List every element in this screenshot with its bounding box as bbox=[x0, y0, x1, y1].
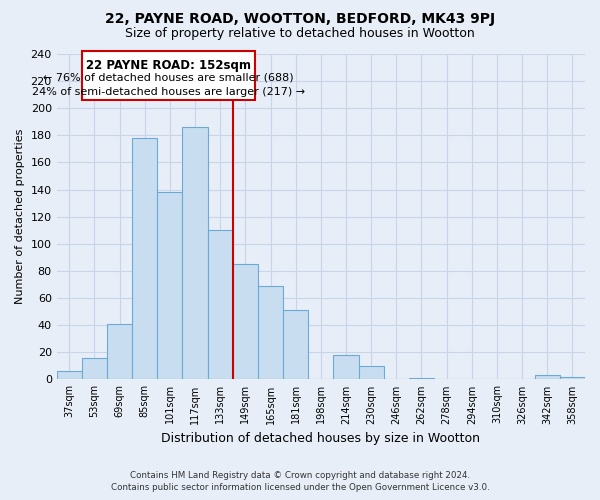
Bar bbox=[208, 230, 233, 380]
Bar bbox=[56, 372, 82, 380]
Text: 22 PAYNE ROAD: 152sqm: 22 PAYNE ROAD: 152sqm bbox=[86, 60, 251, 72]
Text: Size of property relative to detached houses in Wootton: Size of property relative to detached ho… bbox=[125, 28, 475, 40]
Bar bbox=[409, 378, 434, 380]
X-axis label: Distribution of detached houses by size in Wootton: Distribution of detached houses by size … bbox=[161, 432, 481, 445]
Bar bbox=[132, 138, 157, 380]
Y-axis label: Number of detached properties: Number of detached properties bbox=[15, 129, 25, 304]
Text: 22, PAYNE ROAD, WOOTTON, BEDFORD, MK43 9PJ: 22, PAYNE ROAD, WOOTTON, BEDFORD, MK43 9… bbox=[105, 12, 495, 26]
Bar bbox=[233, 264, 258, 380]
Bar bbox=[82, 358, 107, 380]
Bar bbox=[157, 192, 182, 380]
Bar bbox=[535, 376, 560, 380]
Text: 24% of semi-detached houses are larger (217) →: 24% of semi-detached houses are larger (… bbox=[32, 86, 305, 97]
FancyBboxPatch shape bbox=[82, 52, 256, 100]
Bar bbox=[258, 286, 283, 380]
Bar bbox=[107, 324, 132, 380]
Bar bbox=[182, 127, 208, 380]
Bar bbox=[560, 376, 585, 380]
Bar bbox=[359, 366, 384, 380]
Text: Contains HM Land Registry data © Crown copyright and database right 2024.
Contai: Contains HM Land Registry data © Crown c… bbox=[110, 471, 490, 492]
Bar bbox=[283, 310, 308, 380]
Text: ← 76% of detached houses are smaller (688): ← 76% of detached houses are smaller (68… bbox=[43, 73, 294, 83]
Bar bbox=[334, 355, 359, 380]
